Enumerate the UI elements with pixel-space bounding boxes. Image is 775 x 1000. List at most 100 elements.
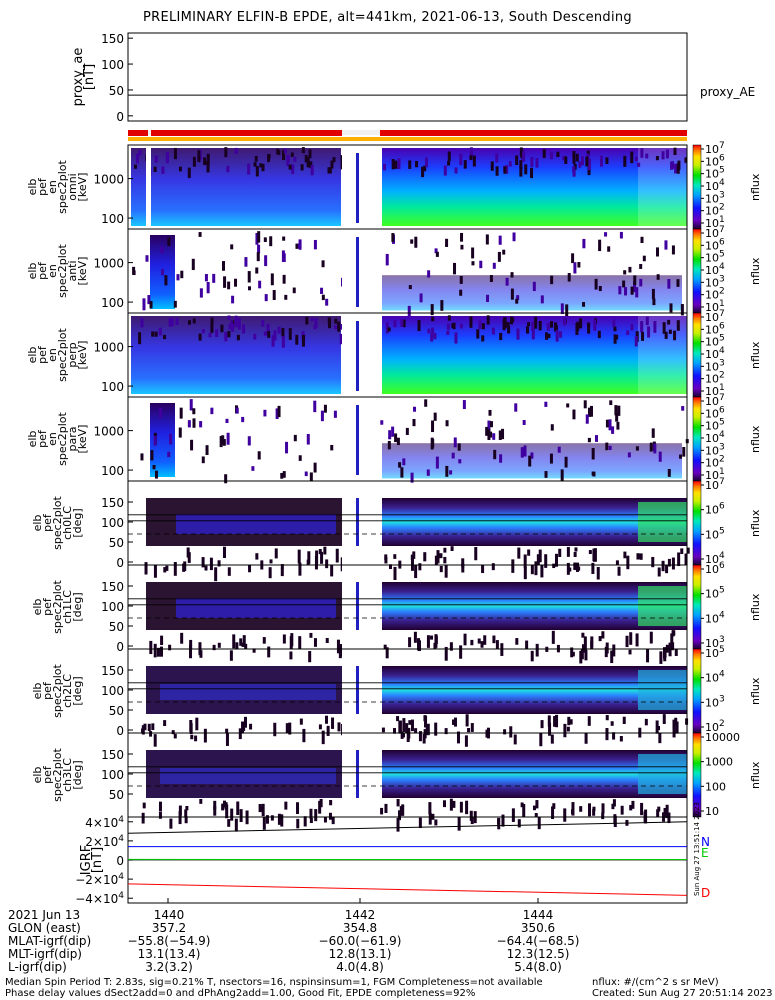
- speckle: [313, 462, 317, 473]
- speckle: [540, 565, 544, 578]
- speckle: [515, 298, 519, 304]
- speckle: [453, 262, 457, 275]
- speckle: [302, 728, 306, 743]
- footer-right-1: nflux: #/(cm^2 s sr MeV): [592, 977, 719, 988]
- speckle: [676, 163, 680, 174]
- speckle: [461, 558, 465, 568]
- speckle: [423, 165, 427, 172]
- speckle: [445, 420, 449, 427]
- speckle: [261, 803, 265, 817]
- data-gap: [342, 733, 380, 817]
- colorbar-tick-label: 101: [705, 299, 725, 314]
- colorbar-label: nflux: [749, 509, 762, 537]
- speckle: [314, 317, 318, 328]
- speckle: [531, 328, 535, 340]
- speckle: [236, 801, 240, 816]
- speckle: [304, 471, 308, 477]
- speckle: [263, 409, 267, 417]
- speckle: [657, 806, 661, 812]
- speckle: [153, 564, 157, 578]
- speckle: [532, 281, 536, 292]
- pa-tick-label: 0: [116, 724, 124, 738]
- speckle: [277, 405, 281, 418]
- speckle: [418, 817, 422, 829]
- speckle: [572, 154, 576, 164]
- speckle: [445, 465, 449, 477]
- colorbar-tick-label: 105: [705, 645, 725, 660]
- speckle: [192, 408, 196, 415]
- speckle: [551, 806, 555, 820]
- speckle: [210, 407, 214, 415]
- speckle: [306, 433, 310, 445]
- speckle: [201, 557, 205, 568]
- speckle: [337, 722, 341, 732]
- lc-right-band: [382, 666, 687, 714]
- speckle: [398, 462, 402, 468]
- speckle: [439, 553, 443, 559]
- speckle: [682, 446, 686, 457]
- speckle: [132, 270, 136, 276]
- speckle: [230, 244, 234, 250]
- pa-tick-label: 150: [101, 496, 124, 510]
- speckle: [269, 236, 273, 247]
- speckle: [427, 270, 431, 278]
- speckle: [224, 331, 228, 342]
- spectrogram-panel-2: [131, 229, 687, 318]
- speckle: [679, 454, 683, 459]
- colorbar-tick-label: 101: [705, 467, 725, 482]
- speckle: [589, 405, 593, 417]
- speckle: [578, 161, 582, 168]
- speckle: [623, 270, 627, 275]
- igrf-label-d: D: [701, 886, 711, 900]
- speckle: [333, 410, 337, 418]
- speckle: [495, 166, 499, 176]
- spectrogram-panel-7: [128, 649, 689, 747]
- speckle: [481, 323, 485, 330]
- speckle: [612, 319, 616, 327]
- speckle: [523, 445, 527, 457]
- speckle: [532, 805, 536, 811]
- speckle: [141, 728, 145, 733]
- speckle: [613, 326, 617, 332]
- speckle: [427, 328, 431, 334]
- speckle: [590, 636, 594, 648]
- speckle: [549, 453, 553, 464]
- speckle: [138, 149, 142, 156]
- speckle: [456, 731, 460, 744]
- speckle: [210, 321, 214, 333]
- speckle: [230, 320, 234, 328]
- speckle: [410, 239, 414, 244]
- speckle: [230, 808, 234, 821]
- speckle: [459, 801, 463, 813]
- speckle: [537, 817, 541, 830]
- speckle: [412, 418, 416, 427]
- speckle: [206, 282, 210, 294]
- speckle: [393, 554, 397, 559]
- speckle: [413, 406, 417, 412]
- speckle: [175, 317, 179, 325]
- speckle: [206, 153, 210, 166]
- speckle: [170, 317, 174, 327]
- speckle: [298, 455, 302, 461]
- speckle: [527, 322, 531, 327]
- speckle: [671, 161, 675, 169]
- speckle: [398, 810, 402, 821]
- speckle: [235, 407, 239, 414]
- speckle: [192, 418, 196, 428]
- speckle: [623, 155, 627, 167]
- speckle: [282, 471, 286, 478]
- colorbar-tick-label: 102: [705, 455, 725, 470]
- colorbar-label: nflux: [749, 341, 762, 369]
- speckle: [567, 273, 571, 282]
- speckle: [187, 420, 191, 428]
- spectrogram-panel-8: [128, 733, 687, 832]
- speckle: [307, 551, 311, 564]
- speckle: [444, 646, 448, 661]
- glon-2: 354.8: [342, 921, 378, 935]
- speckle: [527, 549, 531, 556]
- colorbar-tick-label: 1000: [705, 756, 733, 769]
- speckle: [525, 640, 529, 650]
- speckle: [284, 801, 288, 810]
- speckle: [630, 151, 634, 164]
- speckle: [450, 546, 454, 552]
